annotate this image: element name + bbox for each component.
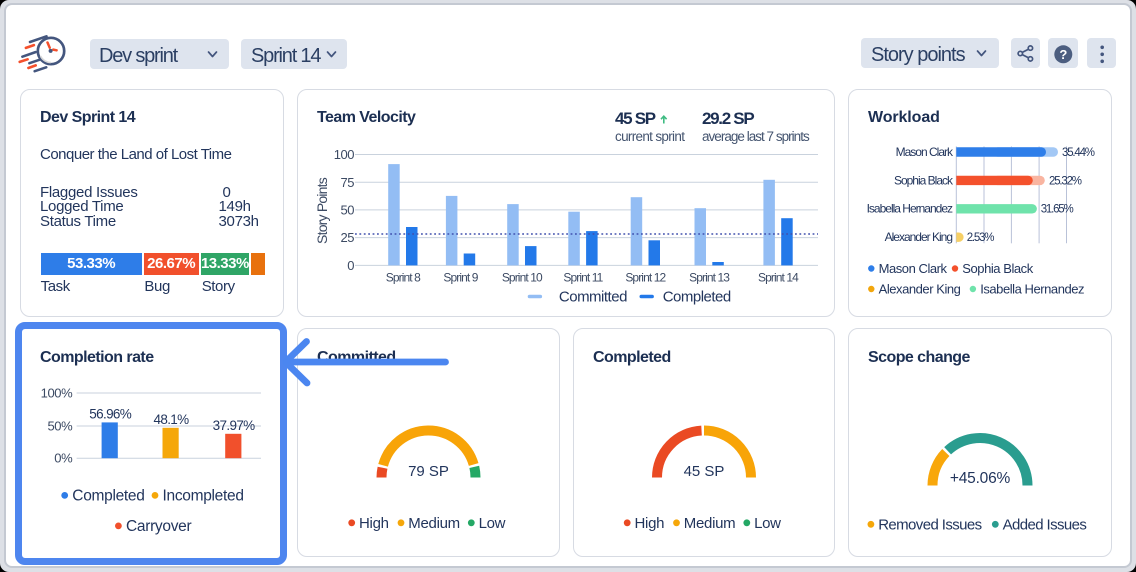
svg-text:25.32%: 25.32% — [1049, 175, 1082, 187]
svg-text:Low: Low — [479, 515, 506, 532]
svg-text:High: High — [635, 515, 665, 532]
svg-text:Committed: Committed — [559, 289, 627, 306]
svg-text:Mason Clark: Mason Clark — [879, 261, 948, 276]
svg-text:37.97%: 37.97% — [213, 418, 256, 433]
svg-text:Added Issues: Added Issues — [1003, 517, 1087, 534]
svg-text:Incompleted: Incompleted — [163, 488, 244, 505]
svg-text:Sprint 11: Sprint 11 — [563, 271, 603, 285]
svg-text:Alexander King: Alexander King — [885, 230, 953, 244]
svg-text:2.53%: 2.53% — [967, 232, 995, 244]
svg-text:Story Points: Story Points — [314, 177, 330, 244]
svg-text:48.1%: 48.1% — [153, 412, 189, 427]
svg-text:Sprint 9: Sprint 9 — [443, 271, 478, 285]
svg-text:75: 75 — [341, 175, 355, 190]
svg-text:?: ? — [1059, 47, 1067, 62]
svg-text:Medium: Medium — [408, 515, 460, 532]
svg-text:50%: 50% — [47, 419, 73, 434]
svg-text:Low: Low — [754, 515, 781, 532]
svg-text:50: 50 — [341, 202, 355, 217]
svg-text:Sprint 14: Sprint 14 — [758, 271, 799, 285]
svg-text:Completed: Completed — [72, 488, 144, 505]
svg-text:100%: 100% — [41, 386, 73, 401]
svg-text:Isabella Hernandez: Isabella Hernandez — [980, 282, 1084, 297]
svg-text:31.65%: 31.65% — [1041, 204, 1074, 216]
svg-text:Carryover: Carryover — [126, 518, 191, 535]
svg-text:56.96%: 56.96% — [89, 407, 132, 422]
svg-text:Alexander King: Alexander King — [879, 282, 961, 297]
svg-text:0: 0 — [347, 258, 354, 273]
svg-text:Sprint 8: Sprint 8 — [386, 271, 421, 285]
svg-text:Sprint 12: Sprint 12 — [625, 271, 666, 285]
svg-text:Sophia Black: Sophia Black — [894, 173, 954, 187]
svg-text:Mason Clark: Mason Clark — [896, 145, 954, 159]
svg-text:25: 25 — [341, 230, 355, 245]
svg-text:Isabella Hernandez: Isabella Hernandez — [867, 202, 953, 216]
svg-text:79 SP: 79 SP — [408, 463, 449, 480]
svg-text:Sophia Black: Sophia Black — [962, 261, 1033, 276]
svg-text:100: 100 — [334, 147, 354, 162]
svg-text:+45.06%: +45.06% — [950, 470, 1011, 487]
svg-text:Removed Issues: Removed Issues — [878, 517, 981, 534]
svg-text:Medium: Medium — [684, 515, 736, 532]
svg-text:High: High — [359, 515, 389, 532]
svg-text:Sprint 10: Sprint 10 — [502, 271, 543, 285]
svg-text:Completed: Completed — [663, 289, 731, 306]
svg-text:0%: 0% — [54, 451, 73, 466]
svg-text:Sprint 13: Sprint 13 — [689, 271, 730, 285]
svg-text:35.44%: 35.44% — [1062, 147, 1095, 159]
svg-text:45 SP: 45 SP — [684, 463, 725, 480]
